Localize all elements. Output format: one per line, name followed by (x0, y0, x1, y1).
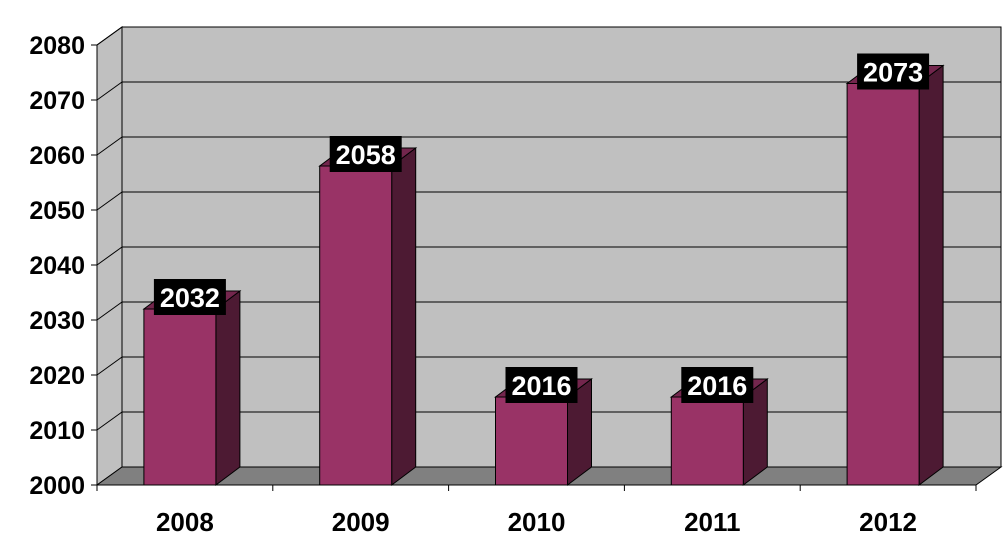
data-label-text: 2016 (687, 371, 747, 401)
data-label-box (153, 279, 226, 315)
y-tick-label: 2070 (29, 87, 85, 115)
data-label-box (681, 367, 754, 403)
bar-front (670, 396, 744, 486)
x-category-label: 2009 (332, 507, 390, 533)
data-label-text: 2016 (511, 371, 571, 401)
y-tick-label: 2020 (29, 362, 85, 390)
bar (845, 64, 945, 486)
data-label: 2058 (329, 136, 402, 172)
gridline-side (96, 411, 123, 431)
bar-front (846, 83, 920, 486)
x-category-label: 2008 (156, 507, 214, 533)
data-label-box (505, 367, 578, 403)
y-axis-tick-labels: 2000 2010 2020 2030 2040 2050 2060 2070 2080 (29, 32, 85, 500)
gridline-side (96, 136, 123, 156)
bar-front (319, 165, 393, 486)
x-category-label: 2011 (684, 507, 740, 533)
y-tick-label: 2050 (29, 197, 85, 225)
x-category-label: 2012 (859, 507, 917, 533)
gridline-side (96, 246, 123, 266)
y-tick-label: 2060 (29, 142, 85, 170)
y-tick-label: 2040 (29, 252, 85, 280)
gridline-side (96, 191, 123, 211)
data-label: 2073 (857, 53, 930, 90)
gridline-side (96, 356, 123, 376)
data-label: 2032 (153, 279, 226, 315)
bar-side (391, 147, 417, 486)
data-label: 2016 (681, 367, 754, 403)
y-tick-label: 2010 (29, 417, 85, 445)
y-tick-label: 2000 (29, 472, 85, 500)
bar (318, 147, 418, 486)
data-label: 2016 (505, 367, 578, 403)
data-label-box (857, 53, 930, 90)
y-tick-label: 2030 (29, 307, 85, 335)
bar-side (215, 290, 241, 486)
bar (142, 290, 242, 486)
data-labels: 2032 2058 2016 2016 2073 (153, 53, 930, 403)
bar-front (495, 396, 568, 486)
gridline-side (96, 301, 123, 321)
bar-side (918, 64, 944, 486)
gridline-side (96, 26, 123, 46)
x-axis-category-labels: 2008 2009 2010 2011 2012 (156, 507, 917, 533)
data-label-text: 2032 (160, 283, 220, 313)
bar-front (143, 308, 217, 486)
data-label-box (329, 136, 402, 172)
data-label-text: 2073 (863, 58, 923, 88)
data-label-text: 2058 (336, 140, 396, 170)
gridline-side (96, 81, 123, 101)
x-category-label: 2010 (508, 507, 566, 533)
y-tick-label: 2080 (29, 32, 85, 60)
